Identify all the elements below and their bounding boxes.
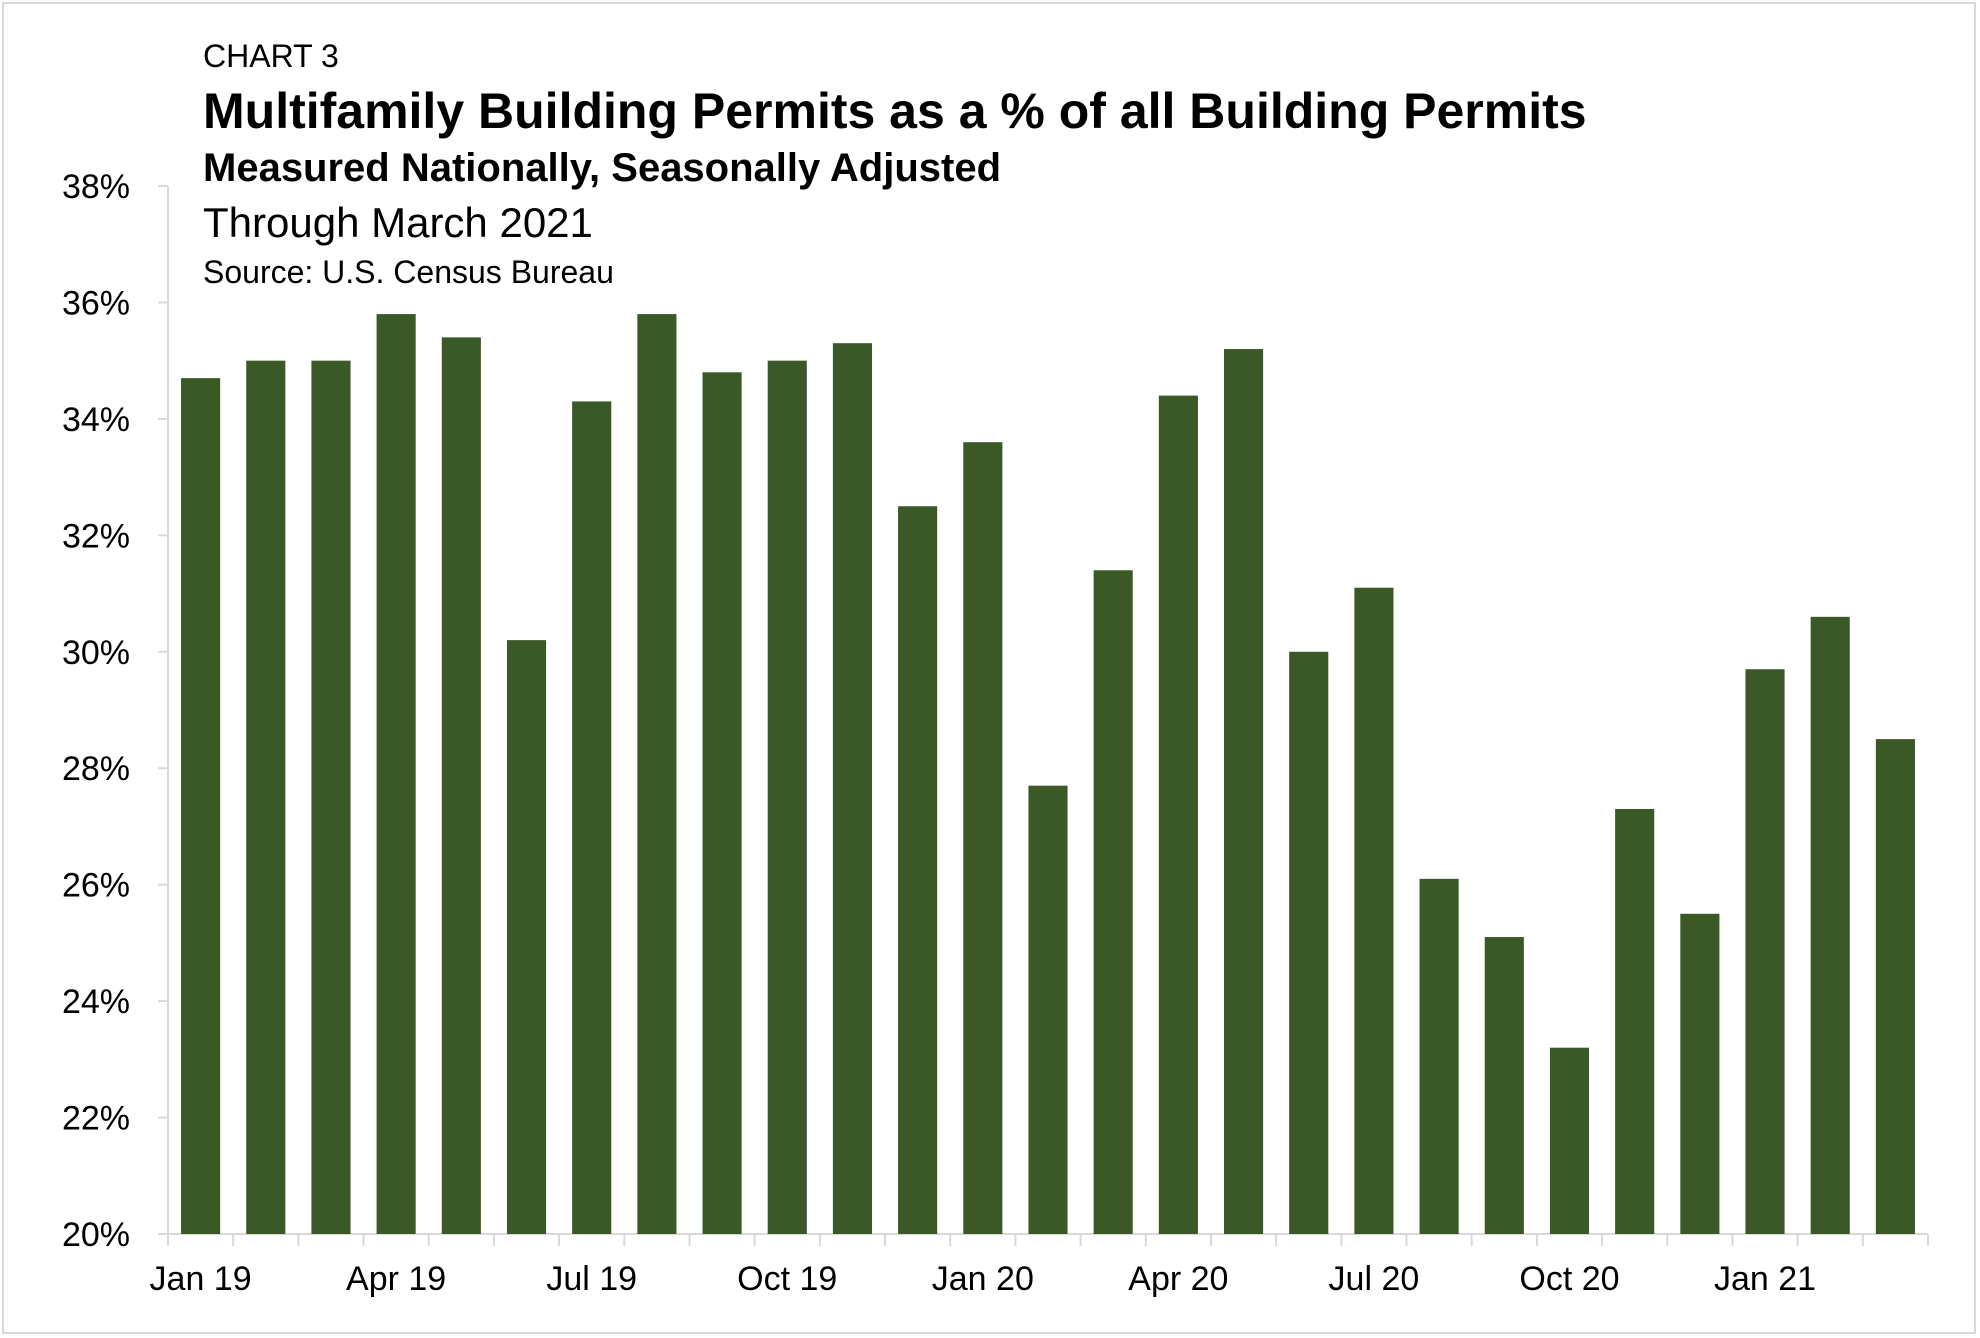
chart-period: Through March 2021 <box>203 199 593 246</box>
y-axis: 20% 22% 24% 26% 28% 30% 32% 34% 36% 38% <box>62 168 169 1254</box>
x-tick-label: Apr 20 <box>1128 1260 1228 1298</box>
bar-nov-19 <box>832 343 872 1234</box>
y-tick-label: 28% <box>62 750 130 788</box>
x-tick-label: Jan 20 <box>932 1260 1034 1298</box>
bar-dec-19 <box>898 506 938 1234</box>
bar-mar-19 <box>311 360 351 1235</box>
y-tick-label: 30% <box>62 634 130 672</box>
y-tick-label: 34% <box>62 401 130 439</box>
x-tick-label: Jan 21 <box>1714 1260 1816 1298</box>
chart-label: CHART 3 <box>203 38 339 74</box>
bar-apr-20 <box>1158 395 1198 1235</box>
bar-mar-20 <box>1093 570 1133 1234</box>
bar-jan-20 <box>963 442 1003 1235</box>
bar-sep-20 <box>1484 937 1524 1234</box>
bar-oct-19 <box>767 360 807 1235</box>
bar-jan-19 <box>181 378 221 1235</box>
x-tick-label: Jan 19 <box>150 1260 252 1298</box>
x-tick-label: Apr 19 <box>346 1260 446 1298</box>
bar-feb-19 <box>246 360 286 1235</box>
chart-source: Source: U.S. Census Bureau <box>203 254 614 290</box>
bar-oct-20 <box>1549 1047 1590 1234</box>
y-tick-label: 20% <box>62 1216 130 1254</box>
chart-title: Multifamily Building Permits as a % of a… <box>203 83 1587 139</box>
bar-dec-20 <box>1680 913 1720 1234</box>
bar-may-19 <box>441 337 481 1234</box>
bar-sep-19 <box>702 372 742 1234</box>
bar-aug-19 <box>637 314 677 1235</box>
y-tick-label: 38% <box>62 168 130 206</box>
bar-jul-20 <box>1354 587 1394 1234</box>
x-axis: Jan 19 Apr 19 Jul 19 Oct 19 Jan 20 Apr 20 Jul … <box>150 1233 1929 1298</box>
y-tick-label: 24% <box>62 983 130 1021</box>
bar-apr-19 <box>376 314 416 1235</box>
bar-jun-19 <box>506 640 547 1234</box>
bar-feb-20 <box>1028 785 1068 1234</box>
bar-jul-19 <box>572 401 612 1234</box>
bar-aug-20 <box>1419 878 1459 1234</box>
y-tick-label: 32% <box>62 517 130 555</box>
x-tick-label: Oct 19 <box>737 1260 837 1298</box>
chart-subtitle: Measured Nationally, Seasonally Adjusted <box>203 146 1002 190</box>
bar-jan-21 <box>1745 669 1785 1234</box>
bar-may-20 <box>1224 349 1264 1234</box>
y-tick-label: 26% <box>62 867 130 905</box>
x-tick-label: Jul 19 <box>546 1260 637 1298</box>
x-tick-label: Jul 20 <box>1329 1260 1420 1298</box>
bar-mar-21 <box>1875 739 1915 1234</box>
chart-header: CHART 3 Multifamily Building Permits as … <box>203 40 1587 288</box>
y-tick-label: 22% <box>62 1100 130 1138</box>
y-tick-label: 36% <box>62 284 130 322</box>
bars <box>181 314 1915 1235</box>
x-tick-label: Oct 20 <box>1519 1260 1619 1298</box>
bar-nov-20 <box>1615 808 1655 1234</box>
bar-feb-21 <box>1810 616 1850 1234</box>
bar-jun-20 <box>1289 651 1329 1234</box>
